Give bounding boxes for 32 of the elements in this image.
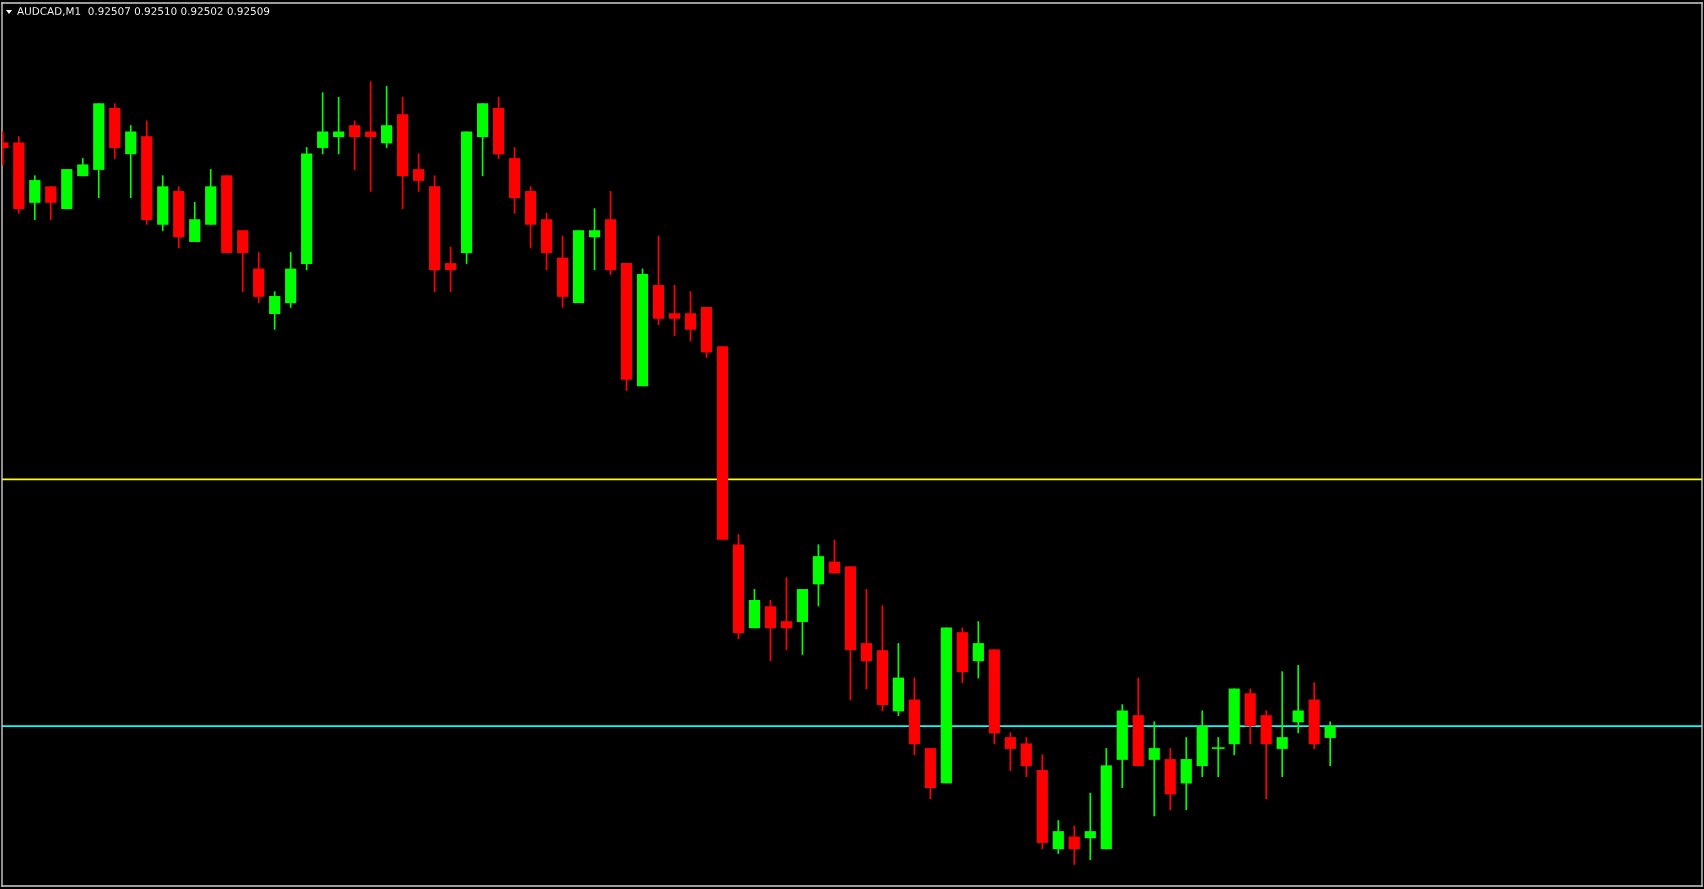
candlestick: [269, 290, 281, 331]
candlestick: [1004, 731, 1016, 772]
candlestick: [349, 119, 361, 171]
candlestick: [125, 124, 137, 199]
candlestick: [828, 538, 841, 575]
candlestick: [1084, 791, 1096, 861]
candlestick: [1020, 736, 1032, 778]
candlestick: [1292, 664, 1304, 735]
candlestick: [588, 207, 601, 272]
candlestick: [365, 80, 377, 193]
candlestick: [444, 245, 457, 293]
candlestick: [1211, 736, 1225, 778]
candlestick: [45, 185, 57, 221]
candlestick: [237, 229, 249, 293]
chart-title: AUDCAD,M1 0.92507 0.92510 0.92502 0.92509: [17, 7, 270, 17]
candlestick: [333, 96, 345, 156]
candlestick: [1276, 670, 1288, 778]
candlestick: [684, 290, 697, 343]
candlestick: [860, 588, 872, 691]
candlestick: [317, 91, 329, 156]
candlestick: [1148, 720, 1160, 818]
candlestick: [972, 620, 984, 680]
candlestick: [1324, 720, 1336, 767]
candlestick: [780, 576, 793, 652]
candlestick: [1052, 819, 1064, 855]
candlestick: [381, 85, 393, 149]
candlestick: [668, 284, 681, 337]
candlestick: [1068, 824, 1080, 866]
candlestick: [413, 152, 425, 193]
candlestick: [189, 201, 201, 243]
candlestick: [764, 599, 777, 662]
candlestick: [29, 174, 41, 221]
